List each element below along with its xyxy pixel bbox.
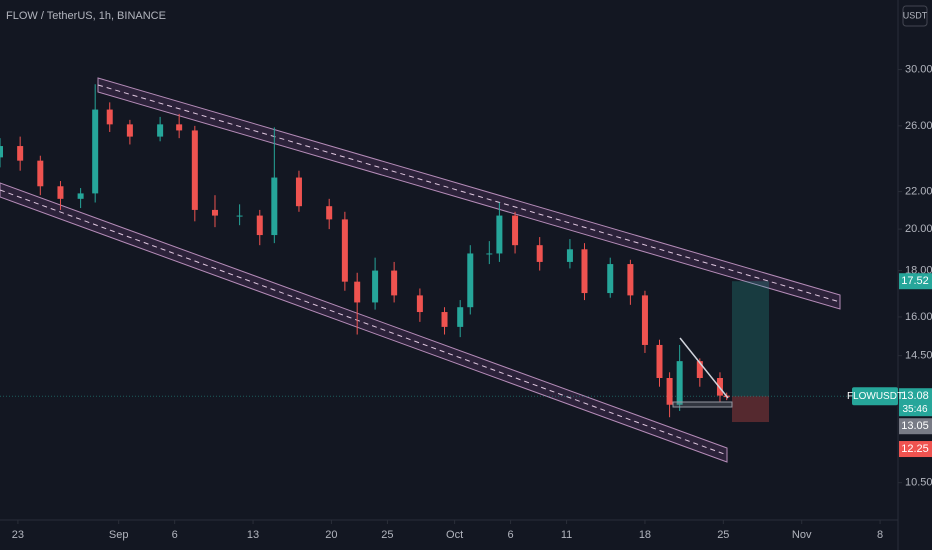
candle-body (236, 215, 243, 217)
price-label: 17.52 (901, 275, 929, 287)
x-tick-label: 11 (561, 529, 572, 541)
x-tick-label: 8 (877, 529, 883, 541)
price-label-box (899, 441, 932, 458)
y-tick-label: 16.00 (905, 311, 932, 323)
x-tick-label: Sep (109, 529, 129, 541)
candle-body (696, 361, 703, 378)
candle-body (211, 209, 218, 216)
price-label: 13.08 (901, 390, 929, 402)
y-tick-label: 30.00 (905, 63, 932, 75)
candle-body (566, 249, 573, 262)
countdown: 35:46 (902, 404, 927, 415)
y-tick-label: 10.50 (905, 477, 932, 489)
candle-body (676, 361, 683, 405)
candle-body (581, 249, 588, 294)
y-tick-label: 26.00 (905, 120, 932, 132)
price-label: 13.05 (901, 420, 929, 432)
x-tick-label: 13 (247, 529, 259, 541)
channel-upper (97, 77, 841, 310)
currency-box[interactable] (902, 5, 928, 27)
symbol-box (852, 387, 898, 406)
x-tick-label: 25 (717, 529, 729, 541)
y-tick-label: 14.50 (905, 350, 932, 362)
candle-body (512, 215, 519, 246)
x-tick-label: 6 (172, 529, 178, 541)
price-label: 12.25 (901, 443, 929, 455)
price-label-box (899, 273, 932, 290)
position-loss (732, 396, 769, 423)
x-tick-label: 6 (508, 529, 514, 541)
channel-lower (0, 182, 728, 463)
candle-body (295, 177, 302, 207)
candle-body (57, 186, 64, 199)
y-tick-label: 22.00 (905, 186, 932, 198)
candle-body (536, 245, 543, 262)
symbol-label: FLOWUSDT (847, 391, 903, 402)
candle-body (467, 253, 474, 308)
countdown-box (899, 402, 932, 417)
x-tick-label: Oct (446, 529, 463, 541)
candle-body (157, 124, 164, 137)
candle-body (191, 130, 198, 210)
candle-body (391, 270, 398, 296)
x-tick-label: 23 (12, 529, 24, 541)
candle-body (326, 206, 333, 220)
candle-body (126, 124, 133, 137)
candle-body (372, 270, 379, 303)
triangle-pattern (672, 337, 733, 408)
x-tick-label: Nov (792, 529, 812, 541)
y-tick-label: 20.00 (905, 223, 932, 235)
candle-body (92, 109, 99, 194)
currency: USDT (903, 10, 928, 20)
candle-body (271, 177, 278, 236)
candle-body (416, 295, 423, 313)
candle-body (627, 264, 634, 296)
candle-body (341, 219, 348, 282)
candle-body (17, 146, 24, 161)
position-profit (732, 281, 769, 397)
x-tick-label: 20 (325, 529, 337, 541)
candle-body (176, 124, 183, 131)
candle-body (256, 215, 263, 236)
chart-title: FLOW / TetherUS, 1h, BINANCE (6, 10, 166, 22)
candle-body (607, 264, 614, 294)
candle-body (486, 253, 493, 255)
candle-body (0, 146, 3, 158)
candle-body (496, 215, 503, 254)
candle-body (641, 295, 648, 345)
candle-body (77, 193, 84, 199)
candle-body (656, 344, 663, 378)
x-tick-label: 18 (639, 529, 651, 541)
candle-body (37, 160, 44, 187)
candle-body (457, 307, 464, 327)
plot (0, 84, 898, 423)
candle-body (441, 312, 448, 327)
price-label-box (899, 418, 932, 435)
candle-body (354, 281, 361, 303)
x-tick-label: 25 (381, 529, 393, 541)
price-label-box (899, 388, 932, 405)
candle-body (106, 109, 113, 125)
candle-body (666, 377, 673, 405)
